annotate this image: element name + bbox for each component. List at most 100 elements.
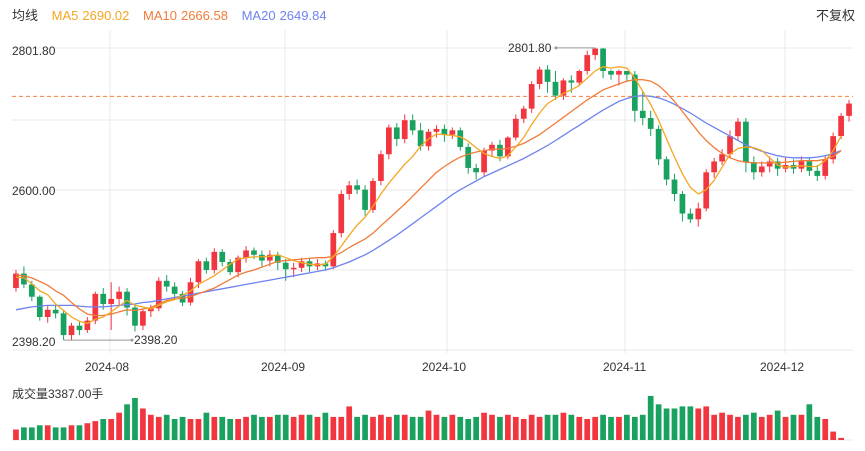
candle: [36, 295, 43, 321]
volume-bar: [282, 414, 289, 440]
candle-body: [338, 194, 345, 234]
candle: [584, 50, 591, 75]
high-leader-dot: [554, 46, 558, 50]
volume-bar: [36, 425, 43, 440]
candle: [195, 259, 202, 289]
ma5-value: 2690.02: [82, 8, 130, 23]
volume-bar: [457, 416, 464, 440]
candle-body: [354, 185, 360, 190]
candle-body: [346, 185, 353, 194]
candle-body: [457, 130, 464, 147]
date-label-2024-09: 2024-09: [261, 360, 305, 374]
volume-bar: [743, 414, 749, 440]
candle-body: [536, 69, 543, 85]
volume-bar: [203, 412, 210, 440]
volume-bar: [266, 416, 273, 440]
candle-body: [639, 110, 646, 119]
candle-body: [378, 154, 384, 181]
candle: [346, 180, 353, 200]
candle: [758, 161, 765, 177]
volume-bar: [719, 412, 725, 440]
volume-bar: [663, 408, 670, 440]
candle: [227, 259, 234, 276]
candle: [639, 91, 646, 126]
candle-body: [449, 130, 456, 135]
axis-labels: 2801.80 2600.00 2398.20 2024-08 2024-09 …: [12, 41, 804, 401]
candle: [663, 156, 670, 186]
ma20-value: 2649.84: [279, 8, 327, 23]
volume-bar: [243, 416, 249, 440]
volume-bar: [251, 414, 257, 440]
volume-bar: [528, 414, 535, 440]
candle-body: [108, 298, 115, 304]
candle-body: [28, 284, 35, 297]
candle-body: [227, 262, 234, 273]
volume-bar: [409, 416, 416, 440]
volume-bar: [132, 398, 138, 440]
candle-body: [719, 154, 725, 162]
candle: [600, 47, 606, 79]
volume-bar: [28, 427, 35, 440]
candle-body: [695, 208, 702, 220]
volume-bar: [219, 416, 226, 440]
volume-bar: [171, 419, 178, 440]
volume-bar: [306, 414, 313, 440]
candle: [100, 288, 107, 310]
candle: [552, 71, 559, 100]
volume-bar: [790, 414, 797, 440]
volume-bar: [52, 427, 59, 440]
volume-bar: [481, 412, 487, 440]
ma-lines: [15, 46, 842, 342]
candle-body: [481, 150, 487, 173]
volume-bar: [116, 412, 122, 440]
volume-bar: [84, 423, 91, 440]
candle: [512, 114, 519, 141]
candle-body: [743, 121, 749, 163]
candle: [616, 69, 622, 86]
date-label-2024-12: 2024-12: [760, 360, 804, 374]
candle-body: [362, 189, 368, 210]
candle: [393, 123, 400, 147]
candle: [338, 190, 345, 238]
candle: [528, 81, 535, 113]
volume-bar: [147, 414, 154, 440]
volume-bar: [187, 419, 194, 440]
candle-body: [616, 71, 622, 75]
candle-body: [84, 320, 91, 331]
candle: [457, 127, 464, 151]
candle-body: [44, 309, 51, 317]
volume-bar: [822, 419, 829, 440]
candle: [576, 69, 583, 86]
volume-bar: [798, 414, 805, 440]
candle: [298, 257, 305, 273]
candle: [13, 269, 19, 292]
volume-bar: [92, 421, 99, 440]
low-annotation: 2398.20: [134, 333, 178, 347]
candle-body: [608, 71, 614, 75]
candle-body: [36, 296, 43, 317]
candle-body: [727, 136, 733, 155]
candle: [624, 71, 630, 82]
ma5-label: MA5: [51, 8, 79, 23]
volume-bar: [687, 406, 694, 440]
candle: [163, 275, 170, 292]
candle: [187, 277, 194, 306]
volume-bar: [108, 419, 115, 440]
volume-bar: [560, 412, 567, 440]
candle-body: [552, 81, 559, 96]
adjust-toggle-button[interactable]: 不复权: [815, 8, 855, 23]
candle-body: [140, 311, 146, 326]
candle-body: [417, 130, 424, 147]
candle-body: [243, 250, 249, 258]
volume-bar: [568, 414, 575, 440]
candle-body: [838, 115, 844, 137]
candle: [830, 132, 837, 164]
candle-body: [528, 84, 535, 109]
candle-body: [409, 120, 416, 131]
candle-body: [147, 308, 154, 312]
candle: [838, 112, 844, 140]
volume-bar: [338, 416, 345, 440]
volume-bar: [44, 425, 51, 440]
candle-body: [576, 71, 583, 83]
volume-bar: [290, 416, 297, 440]
